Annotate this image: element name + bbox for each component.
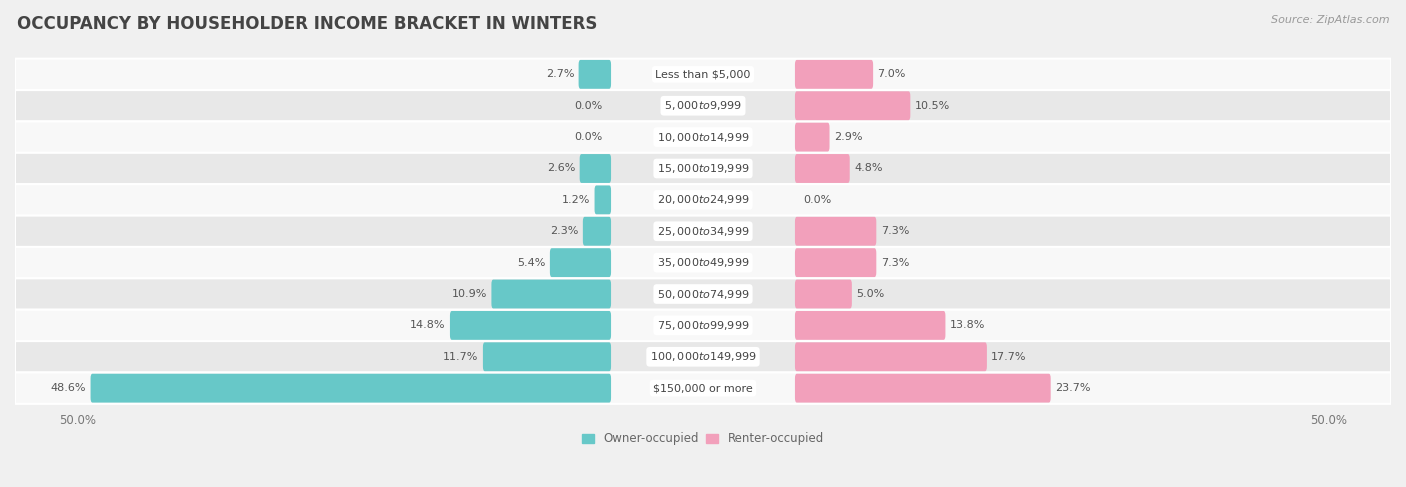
FancyBboxPatch shape xyxy=(90,374,612,403)
FancyBboxPatch shape xyxy=(595,186,612,214)
Text: 4.8%: 4.8% xyxy=(853,164,883,173)
Text: $5,000 to $9,999: $5,000 to $9,999 xyxy=(664,99,742,112)
Text: Less than $5,000: Less than $5,000 xyxy=(655,69,751,79)
FancyBboxPatch shape xyxy=(794,60,873,89)
FancyBboxPatch shape xyxy=(794,154,849,183)
Text: 48.6%: 48.6% xyxy=(51,383,86,393)
Text: 2.6%: 2.6% xyxy=(547,164,575,173)
FancyBboxPatch shape xyxy=(583,217,612,246)
Text: 11.7%: 11.7% xyxy=(443,352,478,362)
FancyBboxPatch shape xyxy=(482,342,612,371)
Text: Source: ZipAtlas.com: Source: ZipAtlas.com xyxy=(1271,15,1389,25)
Text: 2.9%: 2.9% xyxy=(834,132,862,142)
FancyBboxPatch shape xyxy=(794,374,1050,403)
Legend: Owner-occupied, Renter-occupied: Owner-occupied, Renter-occupied xyxy=(582,432,824,445)
FancyBboxPatch shape xyxy=(15,247,1391,279)
Text: 2.3%: 2.3% xyxy=(550,226,578,236)
Text: $25,000 to $34,999: $25,000 to $34,999 xyxy=(657,225,749,238)
FancyBboxPatch shape xyxy=(579,60,612,89)
FancyBboxPatch shape xyxy=(15,153,1391,184)
Text: $150,000 or more: $150,000 or more xyxy=(654,383,752,393)
Text: 10.5%: 10.5% xyxy=(915,101,950,111)
Text: 13.8%: 13.8% xyxy=(950,320,986,330)
FancyBboxPatch shape xyxy=(492,280,612,308)
FancyBboxPatch shape xyxy=(794,217,876,246)
Text: 7.0%: 7.0% xyxy=(877,69,905,79)
Text: 1.2%: 1.2% xyxy=(562,195,591,205)
Text: 0.0%: 0.0% xyxy=(575,101,603,111)
FancyBboxPatch shape xyxy=(450,311,612,340)
FancyBboxPatch shape xyxy=(15,90,1391,121)
Text: 2.7%: 2.7% xyxy=(546,69,574,79)
Text: 0.0%: 0.0% xyxy=(575,132,603,142)
FancyBboxPatch shape xyxy=(15,279,1391,310)
Text: 7.3%: 7.3% xyxy=(880,258,910,268)
FancyBboxPatch shape xyxy=(15,58,1391,90)
FancyBboxPatch shape xyxy=(550,248,612,277)
FancyBboxPatch shape xyxy=(794,248,876,277)
FancyBboxPatch shape xyxy=(794,342,987,371)
Text: 5.4%: 5.4% xyxy=(517,258,546,268)
Text: 23.7%: 23.7% xyxy=(1054,383,1091,393)
Text: $15,000 to $19,999: $15,000 to $19,999 xyxy=(657,162,749,175)
FancyBboxPatch shape xyxy=(794,311,945,340)
FancyBboxPatch shape xyxy=(15,184,1391,216)
FancyBboxPatch shape xyxy=(15,121,1391,153)
FancyBboxPatch shape xyxy=(15,216,1391,247)
FancyBboxPatch shape xyxy=(794,280,852,308)
Text: $75,000 to $99,999: $75,000 to $99,999 xyxy=(657,319,749,332)
Text: 7.3%: 7.3% xyxy=(880,226,910,236)
Text: $50,000 to $74,999: $50,000 to $74,999 xyxy=(657,287,749,300)
FancyBboxPatch shape xyxy=(15,373,1391,404)
Text: $100,000 to $149,999: $100,000 to $149,999 xyxy=(650,350,756,363)
Text: 5.0%: 5.0% xyxy=(856,289,884,299)
FancyBboxPatch shape xyxy=(579,154,612,183)
Text: 10.9%: 10.9% xyxy=(451,289,486,299)
Text: $20,000 to $24,999: $20,000 to $24,999 xyxy=(657,193,749,206)
Text: 0.0%: 0.0% xyxy=(803,195,831,205)
Text: $35,000 to $49,999: $35,000 to $49,999 xyxy=(657,256,749,269)
Text: 14.8%: 14.8% xyxy=(411,320,446,330)
Text: 17.7%: 17.7% xyxy=(991,352,1026,362)
FancyBboxPatch shape xyxy=(794,123,830,151)
Text: $10,000 to $14,999: $10,000 to $14,999 xyxy=(657,131,749,144)
FancyBboxPatch shape xyxy=(15,310,1391,341)
FancyBboxPatch shape xyxy=(794,91,910,120)
FancyBboxPatch shape xyxy=(15,341,1391,373)
Text: OCCUPANCY BY HOUSEHOLDER INCOME BRACKET IN WINTERS: OCCUPANCY BY HOUSEHOLDER INCOME BRACKET … xyxy=(17,15,598,33)
